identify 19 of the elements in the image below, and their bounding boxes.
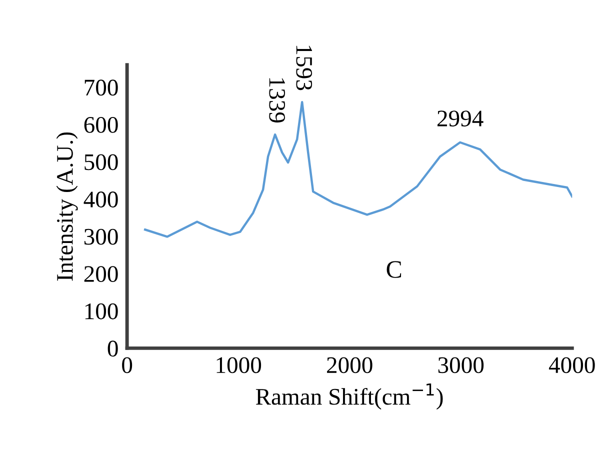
y-tick-label: 700 — [84, 80, 118, 96]
y-tick-label: 0 — [108, 340, 118, 357]
x-tick-label: 3000 — [438, 357, 484, 374]
annotation: 1593 — [296, 46, 312, 90]
annotation: 1339 — [269, 78, 286, 122]
y-tick-label: 300 — [84, 228, 118, 245]
y-tick-label: 100 — [85, 303, 118, 320]
x-tick-label: 1000 — [216, 357, 262, 374]
y-tick-label: 600 — [84, 116, 118, 133]
x-tick-label: 2000 — [327, 357, 372, 374]
annotation: C — [386, 261, 402, 278]
y-tick-label: 500 — [84, 154, 118, 170]
y-tick-label: 200 — [84, 266, 118, 282]
y-tick-label: 400 — [84, 192, 118, 208]
x-tick-label: 0 — [122, 357, 132, 374]
x-axis-title: Raman Shift(cm$^{−1}$) — [256, 383, 443, 410]
annotation: 2994 — [438, 110, 484, 126]
x-tick-label: 4000 — [548, 357, 595, 374]
y-axis-title: Intensity (A.U.) — [56, 132, 78, 281]
